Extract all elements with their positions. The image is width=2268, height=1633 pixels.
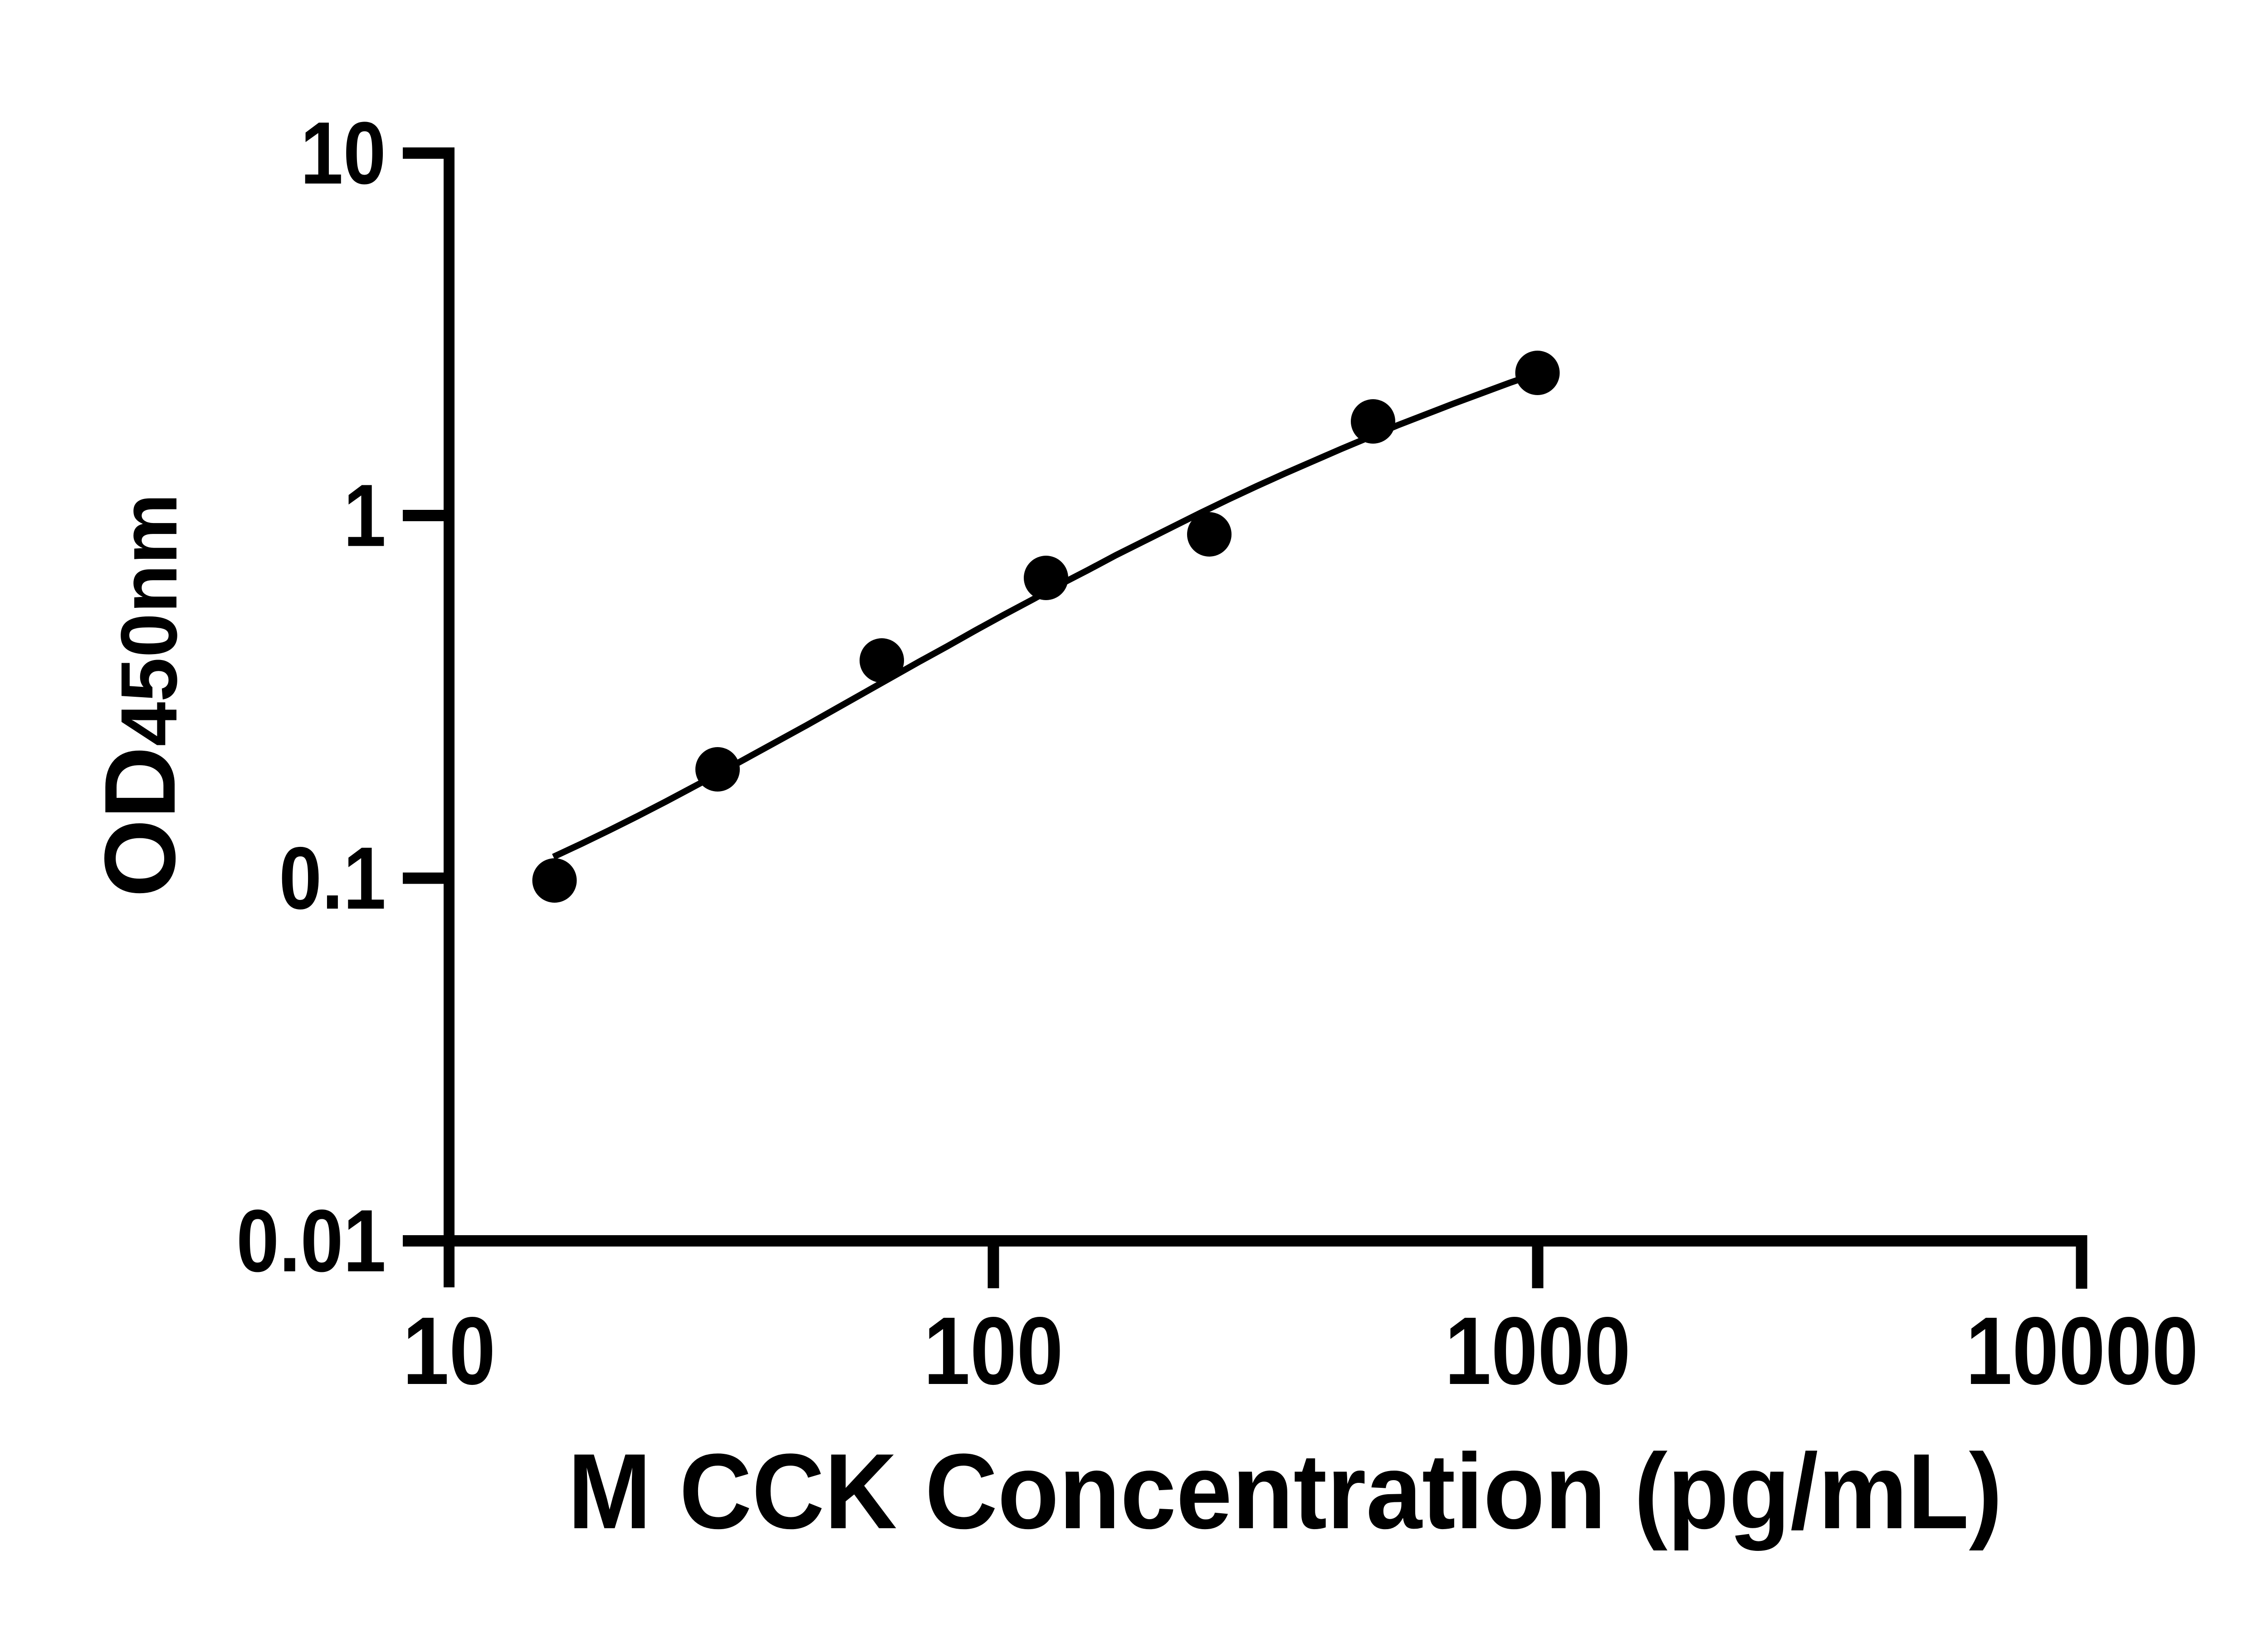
svg-text:10: 10 <box>300 104 386 203</box>
svg-text:0.1: 0.1 <box>279 829 386 928</box>
svg-text:M CCK Concentration (pg/mL): M CCK Concentration (pg/mL) <box>568 1432 2003 1551</box>
svg-text:10000: 10000 <box>1966 1297 2199 1404</box>
svg-text:0.01: 0.01 <box>236 1192 386 1291</box>
svg-text:OD450nm: OD450nm <box>84 494 196 898</box>
svg-text:1: 1 <box>343 466 386 565</box>
svg-text:100: 100 <box>924 1297 1063 1404</box>
svg-text:1000: 1000 <box>1445 1297 1631 1404</box>
svg-text:10: 10 <box>403 1297 496 1404</box>
